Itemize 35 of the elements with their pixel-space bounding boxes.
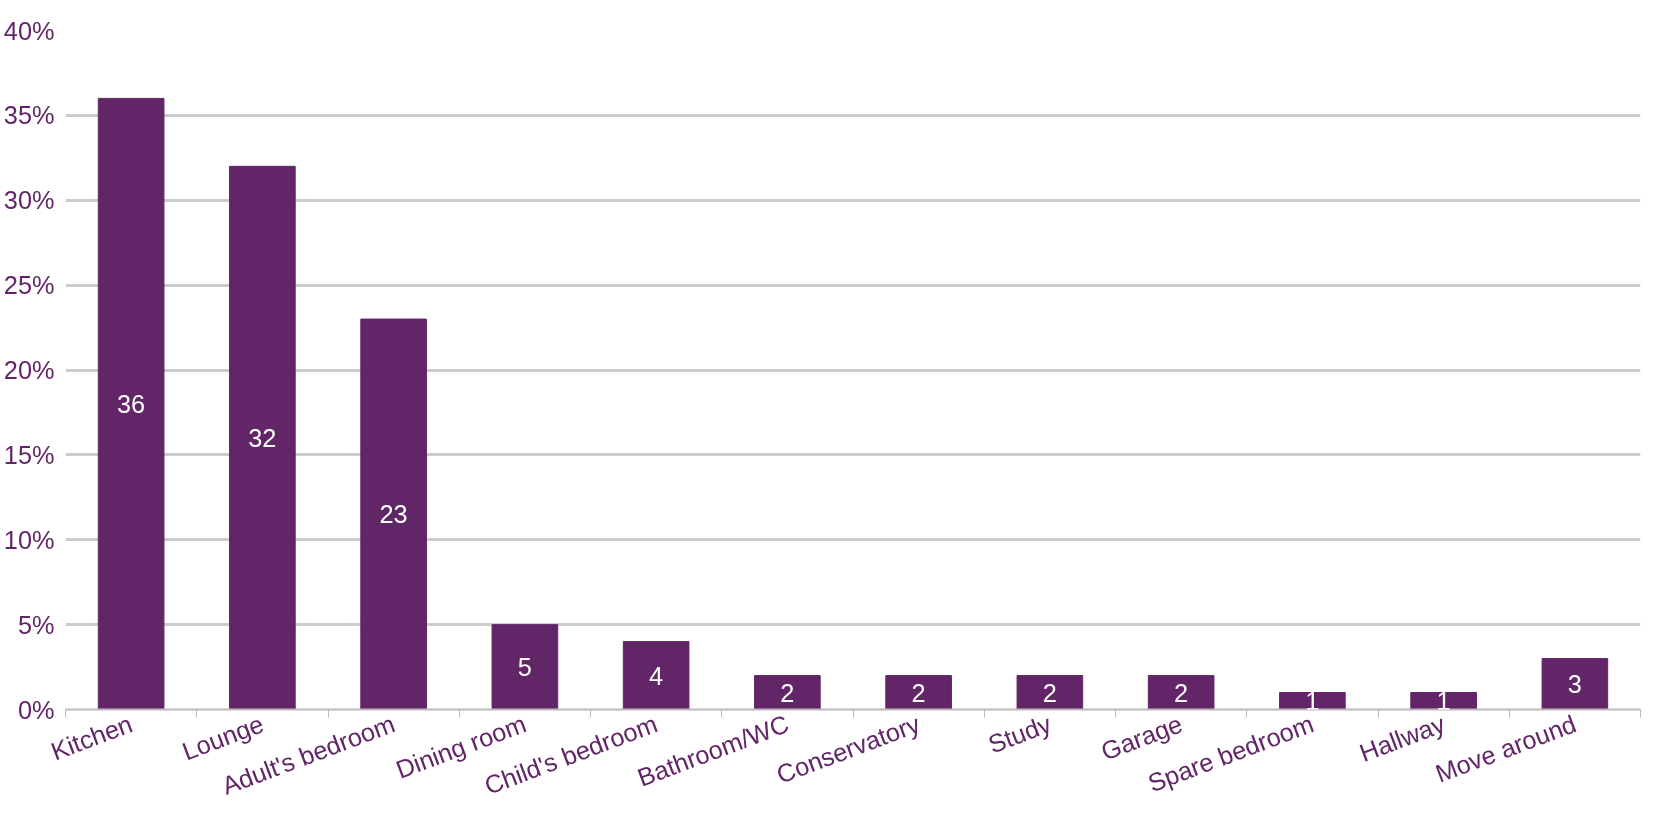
bar — [491, 624, 559, 710]
data-label: 3 — [1567, 670, 1582, 699]
data-label: 2 — [1042, 678, 1057, 707]
y-tick-label: 30% — [3, 186, 55, 215]
data-label: 2 — [911, 678, 926, 707]
bar — [1279, 692, 1346, 710]
bar — [622, 641, 690, 710]
bar — [1541, 658, 1609, 710]
data-label: 2 — [780, 678, 795, 707]
bar — [1016, 675, 1084, 710]
y-tick-label: 10% — [3, 525, 55, 554]
bar — [754, 675, 821, 710]
data-label: 1 — [1436, 687, 1451, 716]
y-tick-label: 40% — [3, 16, 55, 45]
bar — [97, 97, 165, 710]
data-label: 1 — [1305, 687, 1320, 716]
y-tick-label: 25% — [3, 271, 55, 300]
data-label: 32 — [248, 423, 277, 452]
bar — [885, 675, 952, 710]
y-tick-label: 0% — [17, 695, 55, 724]
data-label: 23 — [379, 500, 408, 529]
y-tick-label: 35% — [3, 101, 55, 130]
data-label: 36 — [117, 389, 146, 418]
bar — [360, 318, 427, 710]
data-label: 4 — [649, 661, 664, 690]
y-tick-label: 20% — [3, 356, 55, 384]
x-tick-label: Study — [984, 709, 1056, 759]
bar — [229, 165, 296, 710]
y-tick-label: 5% — [17, 610, 55, 639]
bar — [1410, 692, 1477, 710]
bar — [1147, 675, 1215, 710]
y-tick-label: 15% — [3, 440, 55, 469]
x-tick-label: Garage — [1097, 709, 1187, 766]
data-label: 5 — [517, 653, 532, 682]
data-label: 2 — [1174, 678, 1189, 707]
